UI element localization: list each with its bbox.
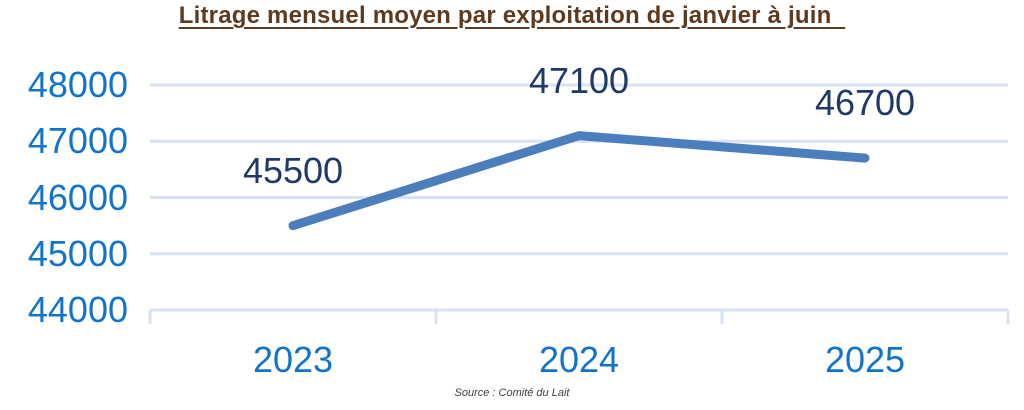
source-caption: Source : Comité du Lait — [454, 387, 570, 399]
chart-title: Litrage mensuel moyen par exploitation d… — [0, 2, 1024, 30]
chart-title-text: Litrage mensuel moyen par exploitation d… — [178, 2, 832, 29]
data-series-line — [288, 131, 870, 231]
